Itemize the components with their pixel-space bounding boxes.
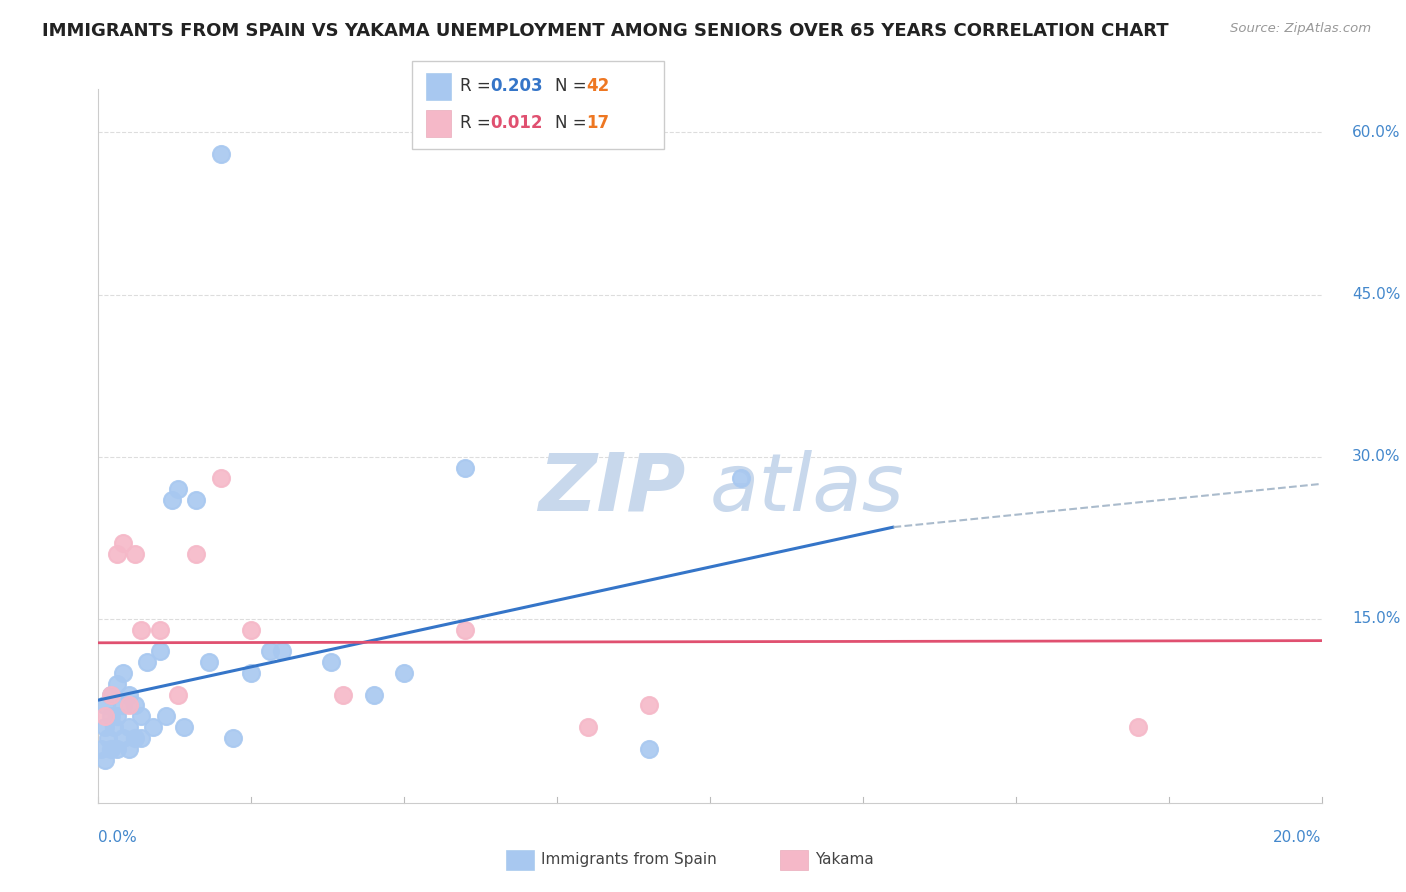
Point	[105, 677, 128, 691]
Text: 45.0%: 45.0%	[1353, 287, 1400, 302]
Point	[136, 655, 159, 669]
Point	[118, 741, 141, 756]
Text: 0.203: 0.203	[491, 78, 543, 95]
Text: IMMIGRANTS FROM SPAIN VS YAKAMA UNEMPLOYMENT AMONG SENIORS OVER 65 YEARS CORRELA: IMMIGRANTS FROM SPAIN VS YAKAMA UNEMPLOY…	[42, 22, 1168, 40]
Point	[93, 698, 115, 713]
Point	[142, 720, 165, 734]
Point	[90, 741, 112, 756]
Point	[97, 731, 120, 745]
Point	[100, 741, 122, 756]
Point	[637, 698, 661, 713]
Text: 20.0%: 20.0%	[1274, 830, 1322, 845]
Point	[363, 688, 385, 702]
Point	[209, 471, 232, 485]
Point	[1128, 720, 1150, 734]
Point	[319, 655, 342, 669]
Point	[160, 493, 183, 508]
Text: 30.0%: 30.0%	[1353, 450, 1400, 465]
Text: Immigrants from Spain: Immigrants from Spain	[541, 853, 717, 867]
Text: Source: ZipAtlas.com: Source: ZipAtlas.com	[1230, 22, 1371, 36]
Point	[149, 644, 172, 658]
Text: N =: N =	[555, 114, 592, 132]
Point	[149, 623, 172, 637]
Text: Yakama: Yakama	[815, 853, 875, 867]
Text: 42: 42	[586, 78, 610, 95]
Point	[118, 688, 141, 702]
Point	[124, 698, 146, 713]
Point	[100, 688, 122, 702]
Point	[332, 688, 354, 702]
Point	[124, 547, 146, 561]
Point	[454, 623, 477, 637]
Point	[186, 493, 208, 508]
Point	[124, 731, 146, 745]
Point	[730, 471, 752, 485]
Point	[111, 731, 134, 745]
Point	[155, 709, 177, 723]
Point	[111, 666, 134, 681]
Text: N =: N =	[555, 78, 592, 95]
Point	[129, 731, 152, 745]
Point	[222, 731, 245, 745]
Point	[93, 753, 115, 767]
Point	[167, 482, 190, 496]
Point	[118, 720, 141, 734]
Point	[118, 698, 141, 713]
Text: R =: R =	[460, 114, 496, 132]
Point	[93, 720, 115, 734]
Point	[209, 147, 232, 161]
Point	[105, 741, 128, 756]
Text: 15.0%: 15.0%	[1353, 612, 1400, 626]
Text: ZIP: ZIP	[538, 450, 686, 528]
Text: 60.0%: 60.0%	[1353, 125, 1400, 140]
Text: 0.0%: 0.0%	[98, 830, 138, 845]
Point	[240, 666, 263, 681]
Point	[259, 644, 281, 658]
Point	[105, 709, 128, 723]
Point	[392, 666, 416, 681]
Point	[100, 709, 122, 723]
Point	[637, 741, 661, 756]
Point	[111, 536, 134, 550]
Point	[576, 720, 599, 734]
Point	[240, 623, 263, 637]
Text: 0.012: 0.012	[491, 114, 543, 132]
Point	[173, 720, 195, 734]
Point	[186, 547, 208, 561]
Text: atlas: atlas	[710, 450, 905, 528]
Point	[100, 688, 122, 702]
Point	[111, 698, 134, 713]
Point	[270, 644, 292, 658]
Point	[167, 688, 190, 702]
Point	[129, 623, 152, 637]
Text: 17: 17	[586, 114, 609, 132]
Point	[105, 547, 128, 561]
Point	[197, 655, 219, 669]
Point	[93, 709, 115, 723]
Point	[129, 709, 152, 723]
Point	[454, 460, 477, 475]
Point	[103, 720, 125, 734]
Text: R =: R =	[460, 78, 496, 95]
